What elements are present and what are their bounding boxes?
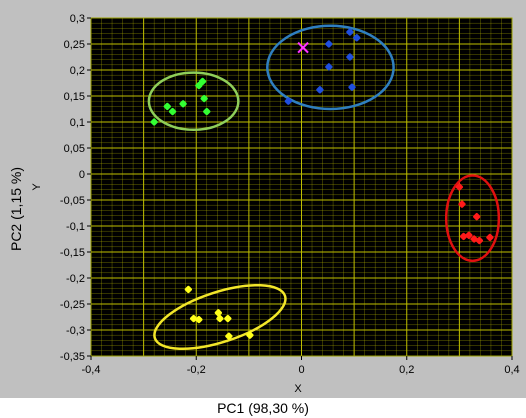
data-point-series-3 [458, 200, 466, 208]
data-point-series-2 [346, 28, 354, 36]
data-point-series-3 [455, 183, 463, 191]
y-tick-label: -0,35 [60, 351, 85, 363]
y-tick-label: 0,15 [64, 91, 85, 103]
x-tick-label: 0,4 [504, 364, 519, 376]
data-point-series-2 [316, 86, 324, 94]
y-tick-label: -0,25 [60, 299, 85, 311]
cluster-ellipse-3 [444, 174, 501, 263]
data-point-series-3 [473, 213, 481, 221]
data-point-series-3 [465, 231, 473, 239]
data-point-series-2 [325, 63, 333, 71]
data-points [150, 28, 494, 340]
data-point-series-1 [179, 100, 187, 108]
x-tick-label: 0,2 [399, 364, 414, 376]
data-point-series-4 [214, 309, 222, 317]
cluster-ellipse-2 [266, 24, 395, 111]
cross-marker [297, 41, 309, 54]
data-point-series-1 [200, 94, 208, 103]
y-axis-label: PC2 (1,15 %) [8, 166, 24, 252]
data-point-series-4 [189, 314, 198, 323]
data-point-series-3 [459, 232, 468, 241]
data-point-series-1 [198, 77, 207, 86]
data-point-series-4 [195, 315, 203, 324]
x-tick-label: 0 [298, 364, 304, 376]
data-point-series-4 [225, 332, 233, 340]
data-point-series-4 [224, 314, 232, 323]
y-tick-label: -0,2 [66, 273, 85, 285]
data-point-series-1 [150, 118, 158, 126]
data-point-series-4 [246, 331, 254, 339]
data-point-series-3 [475, 236, 483, 245]
y-tick-label: -0,3 [66, 325, 85, 337]
y-tick-label: 0,25 [64, 39, 85, 51]
y-tick-label: -0,05 [60, 195, 85, 207]
data-point-series-3 [486, 233, 494, 242]
data-point-series-2 [325, 40, 333, 48]
data-point-series-1 [203, 107, 211, 116]
data-point-series-1 [168, 107, 177, 116]
y-axis-inner-label: Y [31, 183, 43, 191]
cluster-ellipses [147, 24, 501, 351]
data-point-series-4 [216, 314, 224, 323]
y-tick-label: 0,2 [70, 65, 85, 77]
x-axis-label: PC1 (98,30 %) [217, 400, 309, 416]
y-tick-label: 0,3 [70, 13, 85, 25]
y-tick-label: 0 [79, 169, 85, 181]
data-point-series-2 [346, 53, 354, 61]
tick-labels: -0,4 -0,2 0 0,2 0,4 0,3 0,25 0,2 0,15 0,1 0,05 0 -0,… [60, 13, 520, 376]
y-tick-label: -0,1 [66, 221, 85, 233]
data-point-series-2 [284, 97, 292, 105]
x-tick-label: -0,2 [187, 364, 206, 376]
x-tick-label: -0,4 [82, 364, 101, 376]
cluster-ellipse-1 [147, 71, 240, 132]
cross-marker-stroke [297, 41, 309, 54]
x-axis-inner-label: X [294, 383, 302, 395]
data-point-series-4 [184, 285, 192, 294]
data-point-series-1 [163, 102, 171, 111]
data-point-series-2 [348, 83, 356, 91]
y-tick-label: 0,1 [70, 117, 85, 129]
markers [297, 41, 309, 54]
data-point-series-2 [353, 34, 361, 42]
grid-layer [90, 17, 513, 357]
cluster-ellipse-4 [153, 283, 287, 351]
y-tick-label: 0,05 [64, 143, 85, 155]
y-tick-label: -0,15 [60, 247, 85, 259]
